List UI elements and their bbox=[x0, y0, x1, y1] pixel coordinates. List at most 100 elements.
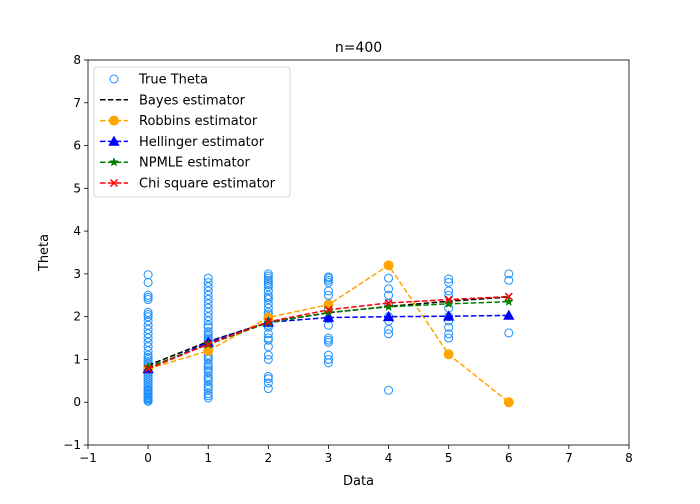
y-tick-label: 2 bbox=[73, 310, 81, 324]
true-theta-point bbox=[323, 277, 333, 287]
true-theta-point bbox=[263, 333, 273, 343]
true-theta-point bbox=[384, 273, 394, 283]
legend-label: True Theta bbox=[138, 73, 208, 88]
hellinger-estimator-point bbox=[382, 310, 395, 322]
true-theta-point bbox=[323, 337, 333, 347]
true-theta-point bbox=[203, 295, 213, 305]
x-tick-label: 5 bbox=[445, 451, 453, 465]
true-theta-point bbox=[263, 335, 273, 345]
true-theta-point bbox=[504, 275, 514, 285]
true-theta-point bbox=[143, 380, 153, 390]
legend-label: Bayes estimator bbox=[139, 93, 246, 108]
true-theta-point bbox=[203, 299, 213, 309]
true-theta-point bbox=[143, 310, 153, 320]
true-theta-point bbox=[203, 307, 213, 317]
true-theta-point bbox=[203, 327, 213, 337]
chi-square-estimator-series bbox=[144, 292, 513, 373]
true-theta-point bbox=[143, 320, 153, 330]
true-theta-point bbox=[384, 284, 394, 294]
true-theta-point bbox=[323, 350, 333, 360]
true-theta-point bbox=[203, 320, 213, 330]
true-theta-point bbox=[263, 277, 273, 287]
chi-square-estimator-point bbox=[264, 317, 273, 326]
x-tick-label: 3 bbox=[325, 451, 333, 465]
true-theta-point bbox=[263, 374, 273, 384]
true-theta-point bbox=[203, 303, 213, 313]
true-theta-point bbox=[323, 354, 333, 364]
true-theta-point bbox=[203, 384, 213, 394]
chi-square-estimator-point bbox=[324, 305, 333, 314]
plot-frame bbox=[87, 59, 630, 446]
true-theta-point bbox=[263, 275, 273, 285]
x-axis: −1 0 1 2 3 4 5 6 7 8 bbox=[79, 445, 633, 465]
true-theta-point bbox=[263, 290, 273, 300]
true-theta-point bbox=[143, 350, 153, 360]
true-theta-point bbox=[323, 275, 333, 285]
true-theta-point bbox=[444, 322, 454, 332]
y-tick-label: 1 bbox=[73, 352, 81, 366]
legend-item-hellinger-estimator: Hellinger estimator bbox=[100, 135, 265, 150]
true-theta-point bbox=[143, 342, 153, 352]
legend-item-robbins-estimator: Robbins estimator bbox=[100, 114, 258, 129]
true-theta-point bbox=[323, 335, 333, 345]
legend-marker bbox=[108, 135, 120, 146]
true-theta-point bbox=[143, 337, 153, 347]
x-axis-label: Data bbox=[343, 474, 374, 489]
y-axis-label: Theta bbox=[37, 234, 52, 272]
true-theta-point bbox=[203, 376, 213, 386]
true-theta-point bbox=[384, 290, 394, 300]
true-theta-point bbox=[263, 299, 273, 309]
legend-item-chi-square-estimator: Chi square estimator bbox=[100, 177, 276, 192]
y-tick-label: 8 bbox=[73, 53, 81, 67]
true-theta-point bbox=[143, 333, 153, 343]
true-theta-point bbox=[203, 282, 213, 292]
legend-items: True Theta Bayes estimator Robbins estimat… bbox=[100, 73, 276, 192]
robbins-estimator-point bbox=[503, 397, 514, 408]
true-theta-point bbox=[384, 325, 394, 334]
legend-item-true-theta: True Theta bbox=[109, 73, 208, 88]
true-theta-point bbox=[203, 365, 213, 375]
true-theta-point bbox=[263, 303, 273, 313]
legend-item-npmle-estimator: NPMLE estimator bbox=[100, 156, 251, 171]
legend-marker bbox=[109, 74, 119, 84]
legend-label: Robbins estimator bbox=[139, 114, 258, 129]
true-theta-point bbox=[263, 384, 273, 394]
true-theta-point bbox=[444, 274, 454, 284]
true-theta-point bbox=[143, 384, 153, 394]
chi-square-estimator-point bbox=[444, 295, 453, 304]
legend-box bbox=[93, 66, 291, 198]
true-theta-point bbox=[143, 346, 153, 356]
true-theta-point bbox=[143, 312, 153, 322]
y-tick-label: 6 bbox=[73, 139, 81, 153]
legend-item-bayes-estimator: Bayes estimator bbox=[100, 93, 246, 108]
x-tick-label: 1 bbox=[204, 451, 212, 465]
true-theta-point bbox=[143, 329, 153, 339]
true-theta-point bbox=[203, 367, 213, 377]
true-theta-point bbox=[203, 380, 213, 390]
legend-label: NPMLE estimator bbox=[139, 156, 251, 171]
x-tick-label: 7 bbox=[565, 451, 573, 465]
true-theta-point bbox=[203, 316, 213, 326]
true-theta-point bbox=[203, 359, 213, 369]
y-tick-label: 5 bbox=[73, 181, 81, 195]
true-theta-point bbox=[263, 372, 273, 382]
true-theta-point bbox=[444, 329, 454, 339]
data-layer bbox=[142, 260, 515, 408]
true-theta-point bbox=[143, 376, 153, 386]
true-theta-point bbox=[203, 277, 213, 287]
x-tick-label: 6 bbox=[505, 451, 513, 465]
true-theta-point bbox=[263, 273, 273, 283]
true-theta-point bbox=[263, 269, 273, 279]
chi-square-estimator-point bbox=[504, 292, 513, 301]
chi-square-estimator-point bbox=[144, 364, 153, 373]
true-theta-point bbox=[203, 322, 213, 332]
true-theta-point bbox=[504, 269, 514, 279]
true-theta-point bbox=[203, 393, 213, 403]
true-theta-point bbox=[203, 361, 213, 371]
true-theta-point bbox=[203, 273, 213, 283]
true-theta-point bbox=[143, 307, 153, 317]
true-theta-point bbox=[143, 374, 153, 384]
robbins-estimator-point bbox=[443, 349, 454, 360]
x-tick-label: 2 bbox=[265, 451, 273, 465]
